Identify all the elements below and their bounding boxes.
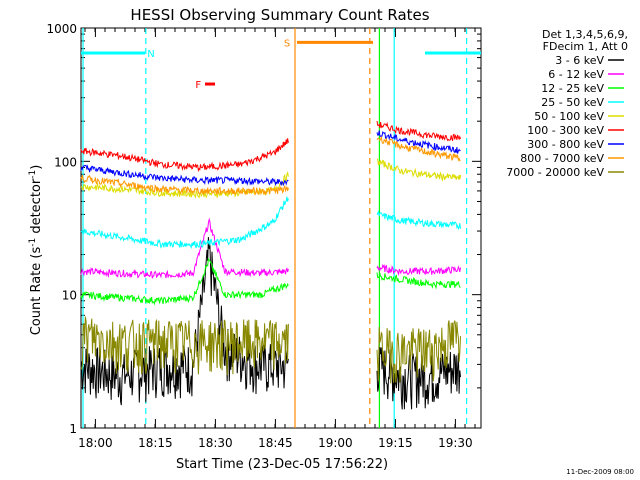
chart-title: HESSI Observing Summary Count Rates: [130, 6, 429, 24]
y-tick-label: 1000: [46, 22, 77, 36]
series-line: [80, 170, 289, 199]
series-line: [376, 120, 461, 142]
legend-entry-label: 100 - 300 keV: [527, 124, 604, 137]
legend-entry-label: 7000 - 20000 keV: [506, 166, 604, 179]
flag-label: N: [147, 49, 154, 60]
series-line: [376, 272, 461, 290]
flag-label: F: [195, 80, 201, 91]
series-line: [376, 263, 461, 277]
series-line: [80, 237, 289, 406]
x-tick-label: 18:45: [258, 436, 293, 450]
legend-entry-label: 6 - 12 keV: [548, 68, 604, 81]
legend-entry-label: 12 - 25 keV: [541, 82, 604, 95]
series-line: [80, 257, 289, 306]
y-axis-label: Count Rate (s-1 detector-1): [28, 165, 44, 336]
plot-axes: [80, 27, 482, 429]
series-line: [80, 174, 289, 196]
series-line: [376, 209, 461, 230]
plot-frame: [80, 27, 482, 429]
x-tick-labels: 18:00 18:15 18:30 18:45 19:00 19:15 19:30: [78, 436, 473, 450]
x-tick-label: 19:00: [318, 436, 353, 450]
series-line: [376, 320, 461, 384]
x-tick-label: 18:00: [78, 436, 113, 450]
legend: Det 1,3,4,5,6,9,FDecim 1, Att 03 - 6 keV…: [506, 28, 628, 179]
flag-markers: N S F: [81, 38, 481, 91]
x-tick-label: 18:15: [138, 436, 173, 450]
x-tick-label: 19:15: [378, 436, 413, 450]
footer-date: 11-Dec-2009 08:00: [566, 468, 634, 476]
y-tick-label: 10: [62, 289, 77, 303]
x-axis-label: Start Time (23-Dec-05 17:56:22): [176, 457, 388, 472]
y-tick-label: 1: [69, 422, 77, 436]
legend-entry-label: 50 - 100 keV: [534, 110, 604, 123]
legend-header-line: FDecim 1, Att 0: [543, 40, 628, 53]
legend-entry-label: 25 - 50 keV: [541, 96, 604, 109]
y-tick-label: 100: [54, 155, 77, 169]
flag-label: S: [284, 38, 290, 49]
series-line: [376, 158, 461, 182]
series-line: [80, 217, 289, 279]
series-lines: [80, 120, 461, 410]
x-tick-label: 19:30: [438, 436, 473, 450]
legend-entry-label: 800 - 7000 keV: [520, 152, 604, 165]
legend-entry-label: 3 - 6 keV: [555, 54, 604, 67]
series-line: [80, 196, 289, 250]
series-line: [376, 136, 461, 162]
x-tick-label: 18:30: [198, 436, 233, 450]
series-line: [80, 316, 289, 376]
annotation-lines: [82, 28, 468, 428]
legend-entry-label: 300 - 800 keV: [527, 138, 604, 151]
series-line: [376, 130, 461, 154]
y-tick-labels: 1 10 100 1000: [46, 22, 77, 436]
series-line: [80, 138, 289, 173]
legend-header-line: Det 1,3,4,5,6,9,: [542, 28, 628, 41]
series-line: [80, 164, 289, 187]
